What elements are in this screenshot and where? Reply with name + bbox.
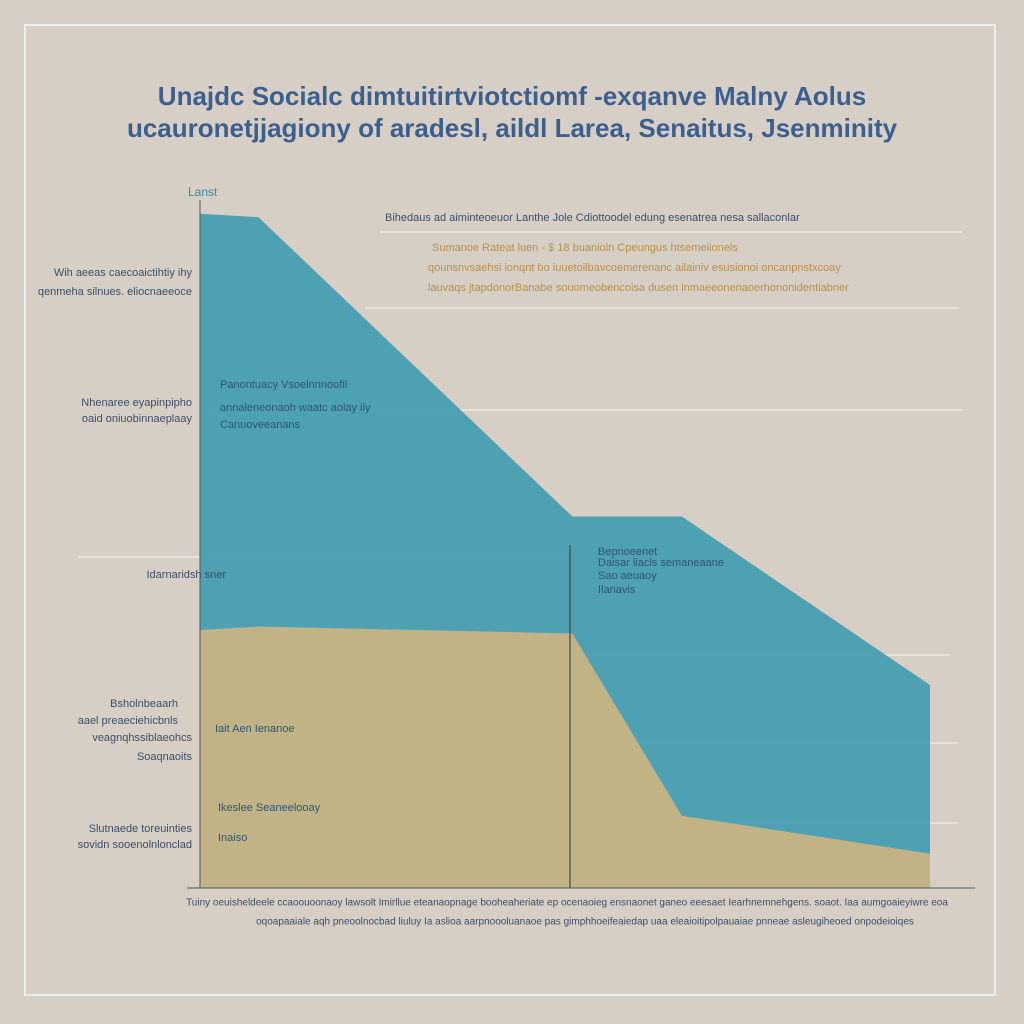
- inner-label: Iait Aen Ienanoe: [215, 723, 295, 735]
- left-label: aael preaeciehicbnls: [78, 715, 179, 727]
- left-label: oaid oniuobinnaeplaay: [82, 413, 193, 425]
- left-label: veagnqhssiblaeohcs: [92, 732, 192, 744]
- top-annotation: Sumanoe Rateat luen - $ 18 buanioln Cpeu…: [432, 242, 738, 254]
- y-axis-label: Lanst: [188, 185, 218, 199]
- chart-title: Unajdc Socialc dimtuitirtviotctiomf -exq…: [158, 81, 866, 111]
- inner-label: Ilanavis: [598, 584, 636, 596]
- left-label: Idarnaridsh sner: [147, 569, 227, 581]
- inner-label: Inaiso: [218, 832, 247, 844]
- left-label: Soaqnaoits: [137, 751, 193, 763]
- left-label: qenmeha silnues. eliocnaeeoce: [38, 286, 192, 298]
- left-label: sovidn sooenolnlonclad: [78, 839, 192, 851]
- top-annotation: lauvaqs jtapdonorBanabe souomeobencoisa …: [428, 282, 849, 294]
- inner-label: Panontuacy Vsoelnnnoofil: [220, 379, 347, 391]
- left-label: Wih aeeas caecoaictihtiy ihy: [54, 267, 193, 279]
- left-label: Slutnaede toreuinties: [89, 823, 193, 835]
- top-annotation: Bihedaus ad aiminteoeuor Lanthe Jole Cdi…: [385, 212, 800, 224]
- inner-label: Ikeslee Seaneelooay: [218, 802, 321, 814]
- top-annotation: qounsnvsaehsi ionqnt bo iuuetoilbavcoeme…: [428, 262, 841, 274]
- chart-subtitle: ucauronetjjagiony of aradesl, aildl Lare…: [127, 113, 898, 143]
- area: [200, 626, 930, 888]
- inner-label: annaleneonaoh waatc aolay ily: [220, 402, 371, 414]
- inner-label: Sao aeuaoy: [598, 570, 657, 582]
- frame: [24, 24, 996, 996]
- inner-label: Canuoveeanans: [220, 419, 301, 431]
- left-label: Bsholnbeaarh: [110, 698, 178, 710]
- footer: oqoapaaiale aqh pneoolnocbad liuluy Ia a…: [256, 917, 914, 928]
- left-label: Nhenaree eyapinpipho: [81, 397, 192, 409]
- inner-label: Daisar liacls semaneaane: [598, 557, 724, 569]
- inner-label: Bepnoeenet: [598, 546, 657, 558]
- footer: Tuiny oeuisheldeele ccaoouoonaoy lawsolt…: [186, 898, 948, 909]
